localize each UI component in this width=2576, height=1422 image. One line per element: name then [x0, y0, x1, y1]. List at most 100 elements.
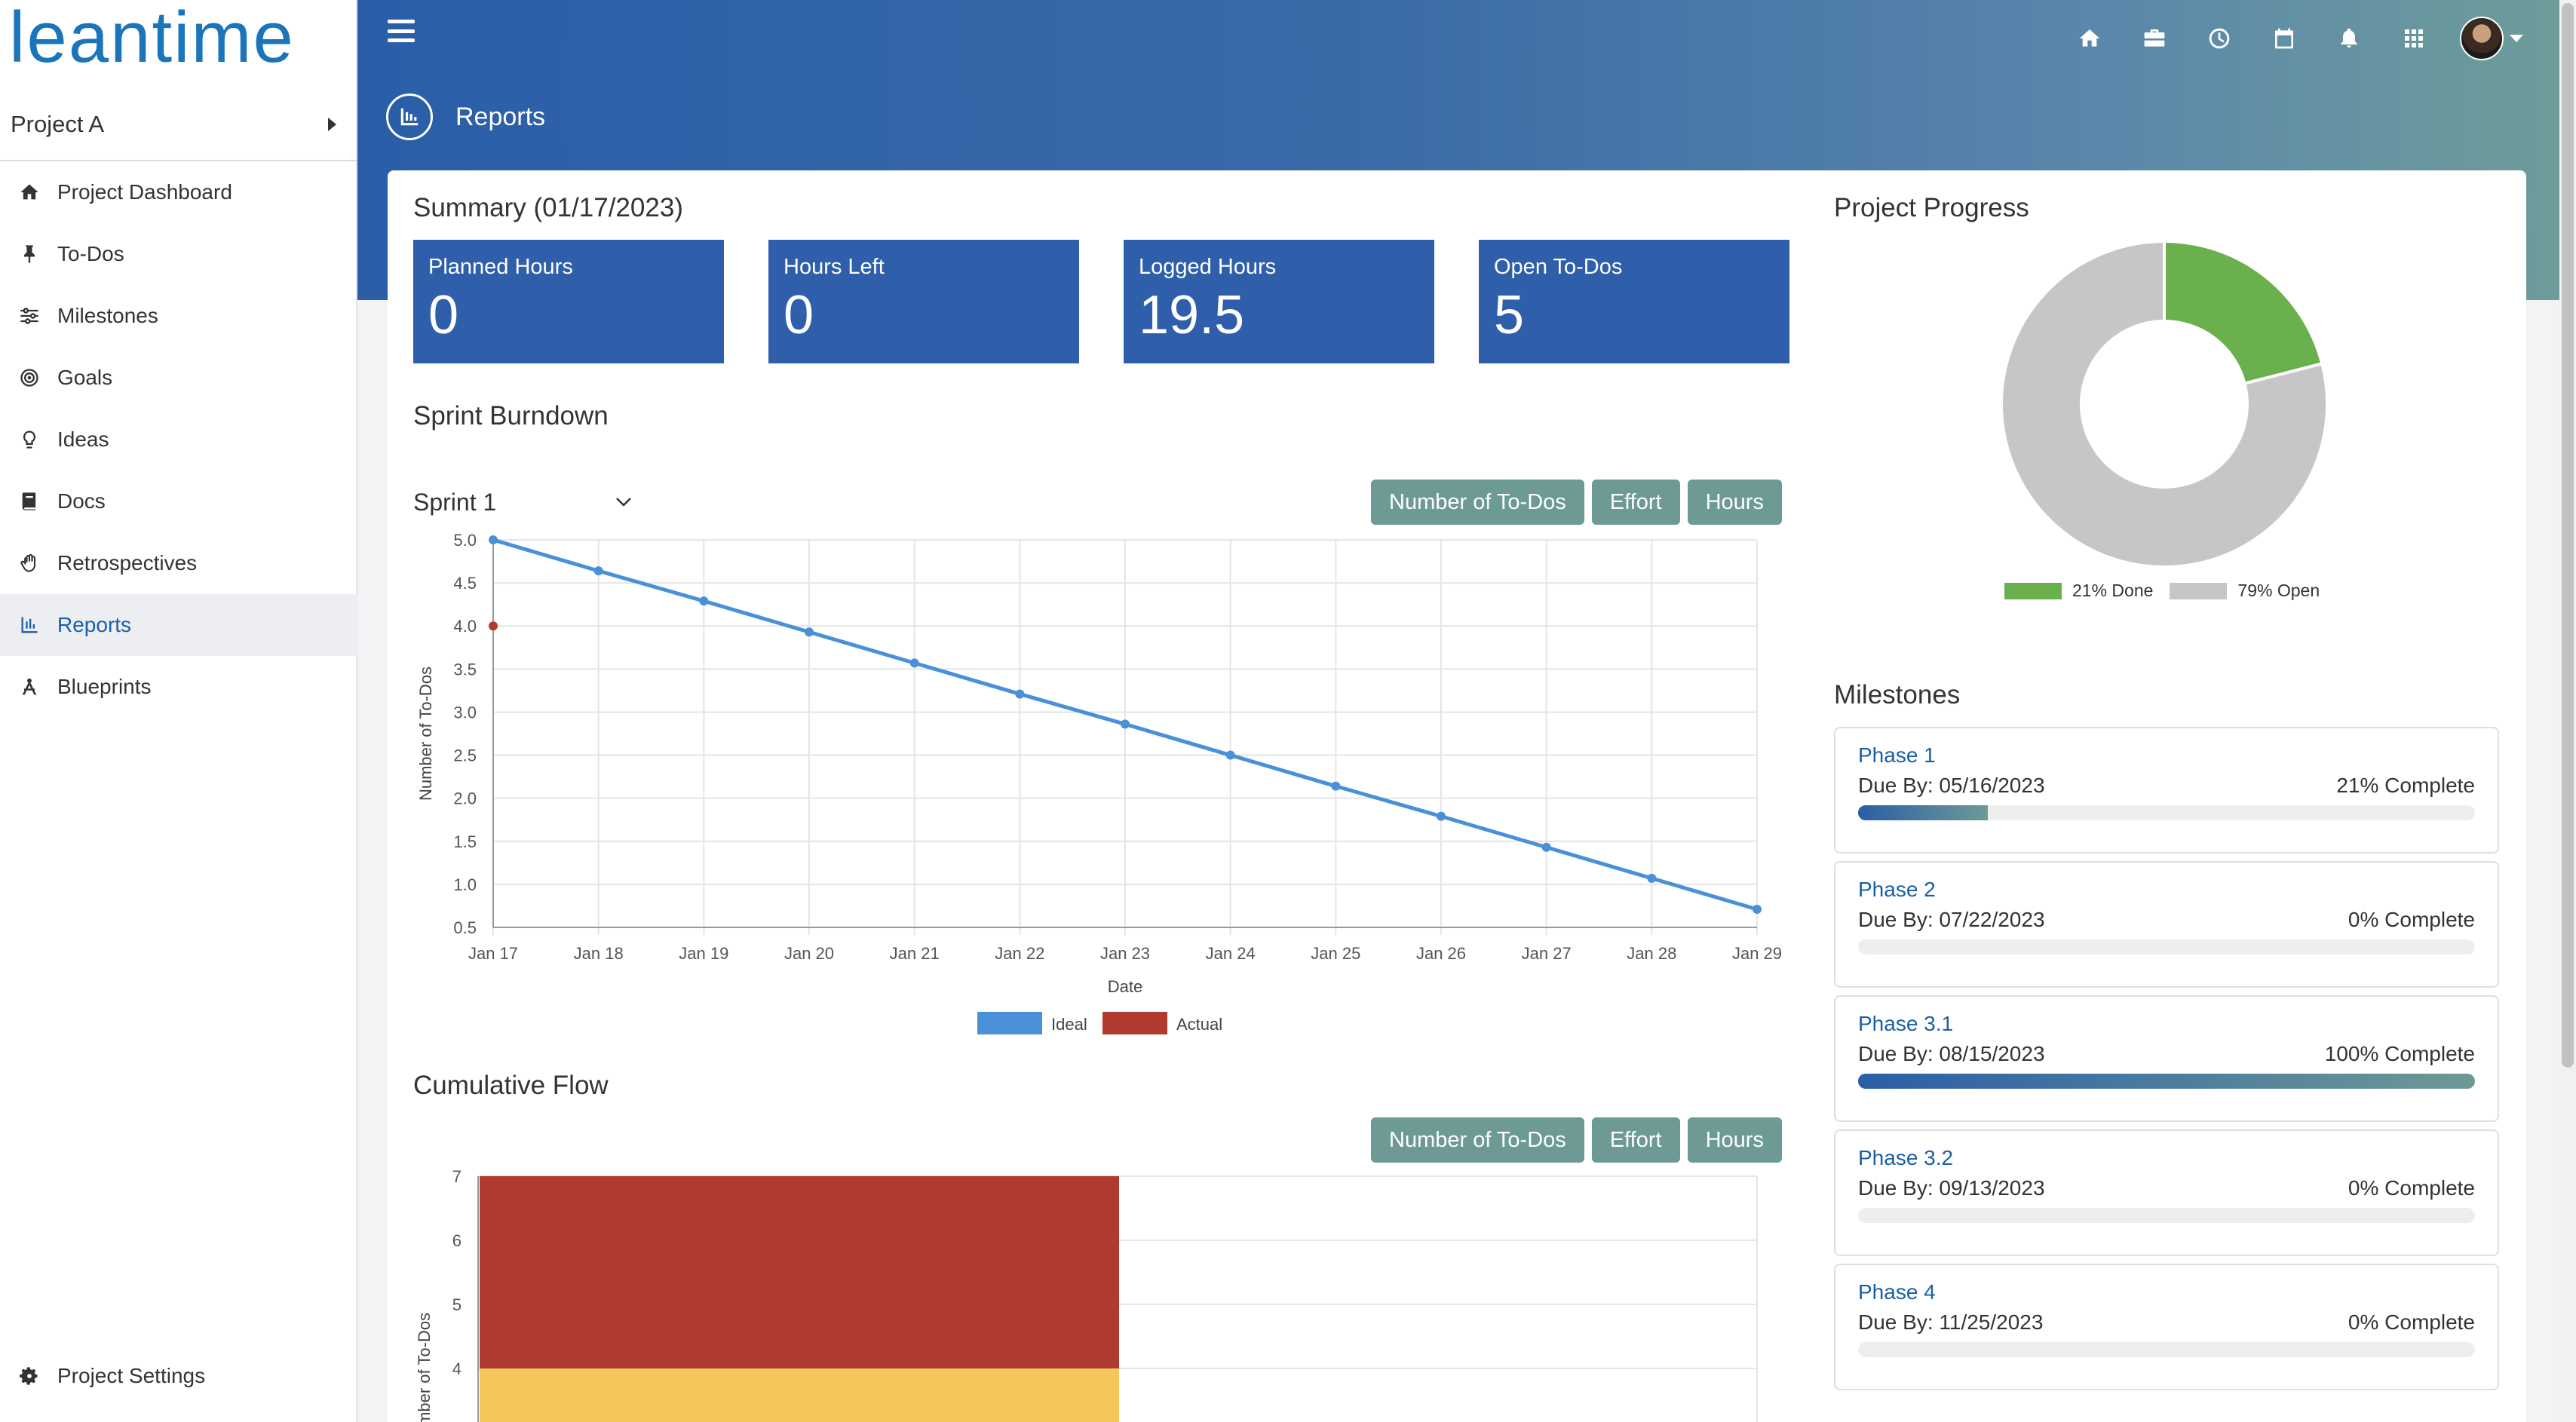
- progress-legend: 21% Done 79% Open: [2004, 581, 2320, 601]
- milestone-status: 0% Complete: [2348, 1176, 2475, 1200]
- chart-icon: [18, 614, 41, 636]
- sidebar-item-ideas[interactable]: Ideas: [0, 409, 357, 470]
- x-tick-label: Jan 22: [995, 944, 1044, 963]
- sidebar-item-project-dashboard[interactable]: Project Dashboard: [0, 161, 357, 223]
- burndown-chart: 5.0 4.5 4.0 3.5 3.0 2.5 2.0 1.5 1.0 0.5 Jan 17 Jan …: [416, 531, 1782, 1034]
- y-tick-label: 4.5: [453, 574, 477, 593]
- ideal-point: [1225, 750, 1235, 760]
- y-tick-label: 5.0: [453, 531, 477, 550]
- sidebar: lean time Project A Project Dashboard To-…: [0, 0, 357, 1422]
- home-icon[interactable]: [2057, 21, 2122, 56]
- cumulative-todos-button[interactable]: Number of To-Dos: [1371, 1117, 1584, 1163]
- milestone-name[interactable]: Phase 3.2: [1858, 1146, 1954, 1169]
- milestone-card[interactable]: Phase 1 Due By: 05/16/2023 21% Complete: [1834, 727, 2499, 854]
- milestone-due: Due By: 07/22/2023: [1858, 908, 2045, 931]
- sidebar-item-label: Blueprints: [57, 675, 152, 698]
- milestone-due: Due By: 08/15/2023: [1858, 1042, 2045, 1065]
- page-header: Reports: [386, 93, 545, 140]
- stat-value: 19.5: [1139, 285, 1245, 345]
- x-tick-label: Jan 18: [574, 944, 624, 963]
- y-tick-label: 4.0: [453, 617, 477, 636]
- x-tick-label: Jan 25: [1311, 944, 1360, 963]
- stat-value: 5: [1494, 285, 1525, 345]
- leantime-logo[interactable]: lean time: [9, 0, 295, 78]
- milestone-status: 21% Complete: [2336, 774, 2475, 797]
- donut-slice-open: [2000, 239, 2329, 568]
- chevron-down-icon: [616, 498, 631, 507]
- y-tick-label: 3.0: [453, 703, 477, 722]
- legend-open-label: 79% Open: [2237, 581, 2320, 600]
- burndown-effort-button[interactable]: Effort: [1591, 480, 1680, 525]
- milestone-card[interactable]: Phase 3.2 Due By: 09/13/2023 0% Complete: [1834, 1129, 2499, 1256]
- milestone-progress-fill: [1858, 805, 1988, 820]
- scrollbar-thumb[interactable]: [2562, 3, 2574, 1068]
- stat-logged-hours: Logged Hours 19.5: [1124, 240, 1434, 363]
- summary-title: Summary (01/17/2023): [413, 193, 683, 222]
- clock-icon[interactable]: [2187, 21, 2252, 56]
- sidebar-item-todos[interactable]: To-Dos: [0, 223, 357, 285]
- legend-open-swatch: [2170, 582, 2228, 599]
- stat-value: 0: [428, 285, 459, 345]
- milestone-card[interactable]: Phase 3.1 Due By: 08/15/2023 100% Complet…: [1834, 995, 2499, 1122]
- ideal-point: [1541, 842, 1551, 852]
- milestone-name[interactable]: Phase 4: [1858, 1280, 1936, 1304]
- home-icon: [18, 181, 41, 204]
- progress-donut-chart: [2000, 239, 2329, 568]
- y-tick-label: 3.5: [453, 660, 477, 679]
- x-tick-label: Jan 29: [1732, 944, 1782, 963]
- sidebar-item-label: Docs: [57, 489, 106, 513]
- x-tick-label: Jan 26: [1416, 944, 1466, 963]
- ideal-point: [1437, 811, 1446, 821]
- y-axis-title: Number of To-Dos: [416, 667, 435, 801]
- page-scrollbar[interactable]: [2559, 0, 2576, 1422]
- progress-title: Project Progress: [1834, 193, 2029, 222]
- header-bar: [357, 0, 2559, 172]
- user-menu[interactable]: [2460, 17, 2523, 60]
- sidebar-item-project-settings[interactable]: Project Settings: [0, 1345, 357, 1407]
- sidebar-item-blueprints[interactable]: Blueprints: [0, 656, 357, 718]
- stat-planned-hours: Planned Hours 0: [413, 240, 724, 363]
- milestone-card[interactable]: Phase 2 Due By: 07/22/2023 0% Complete: [1834, 861, 2499, 988]
- cumulative-title: Cumulative Flow: [413, 1071, 609, 1100]
- sidebar-item-goals[interactable]: Goals: [0, 347, 357, 409]
- stat-label: Open To-Dos: [1494, 255, 1623, 279]
- actual-point: [489, 621, 498, 631]
- cumulative-hours-button[interactable]: Hours: [1687, 1117, 1782, 1163]
- milestone-name[interactable]: Phase 2: [1858, 878, 1936, 901]
- y-tick-label: 2.5: [453, 746, 477, 765]
- milestone-progress-fill: [1858, 1074, 2475, 1089]
- project-switcher[interactable]: Project A: [0, 89, 357, 161]
- cumulative-effort-button[interactable]: Effort: [1591, 1117, 1680, 1163]
- burndown-todos-button[interactable]: Number of To-Dos: [1371, 480, 1584, 525]
- milestone-due: Due By: 05/16/2023: [1858, 774, 2045, 797]
- stat-value: 0: [784, 285, 814, 345]
- milestone-name[interactable]: Phase 1: [1858, 743, 1936, 767]
- burndown-hours-button[interactable]: Hours: [1687, 480, 1782, 525]
- y-tick-label: 6: [452, 1231, 462, 1250]
- ideal-point: [1015, 689, 1025, 699]
- milestone-card[interactable]: Phase 4 Due By: 11/25/2023 0% Complete: [1834, 1264, 2499, 1390]
- cumulative-chart: 7 6 5 4 Number of To-Dos: [415, 1167, 1758, 1422]
- briefcase-icon[interactable]: [2122, 21, 2187, 56]
- milestone-due: Due By: 11/25/2023: [1858, 1310, 2044, 1334]
- cumulative-area-actual: [480, 1176, 1119, 1368]
- pin-icon: [18, 243, 41, 265]
- sidebar-item-label: Ideas: [57, 428, 109, 451]
- stat-label: Logged Hours: [1139, 255, 1277, 279]
- sidebar-item-milestones[interactable]: Milestones: [0, 285, 357, 347]
- y-axis-title: Number of To-Dos: [415, 1313, 434, 1422]
- sprint-select[interactable]: Sprint 1: [413, 480, 632, 525]
- x-axis-title: Date: [1108, 977, 1142, 996]
- y-tick-label: 0.5: [453, 918, 477, 937]
- bell-icon[interactable]: [2317, 21, 2381, 56]
- ideal-point: [1121, 719, 1130, 729]
- sidebar-item-reports[interactable]: Reports: [0, 594, 357, 656]
- sidebar-menu: Project Dashboard To-Dos Milestones Goal…: [0, 161, 357, 718]
- grid-icon[interactable]: [2381, 21, 2446, 56]
- menu-toggle-icon[interactable]: [388, 20, 415, 42]
- milestone-status: 100% Complete: [2324, 1042, 2475, 1065]
- sidebar-item-docs[interactable]: Docs: [0, 470, 357, 532]
- milestone-name[interactable]: Phase 3.1: [1858, 1012, 1954, 1035]
- sidebar-item-retrospectives[interactable]: Retrospectives: [0, 532, 357, 594]
- calendar-icon[interactable]: [2252, 21, 2317, 56]
